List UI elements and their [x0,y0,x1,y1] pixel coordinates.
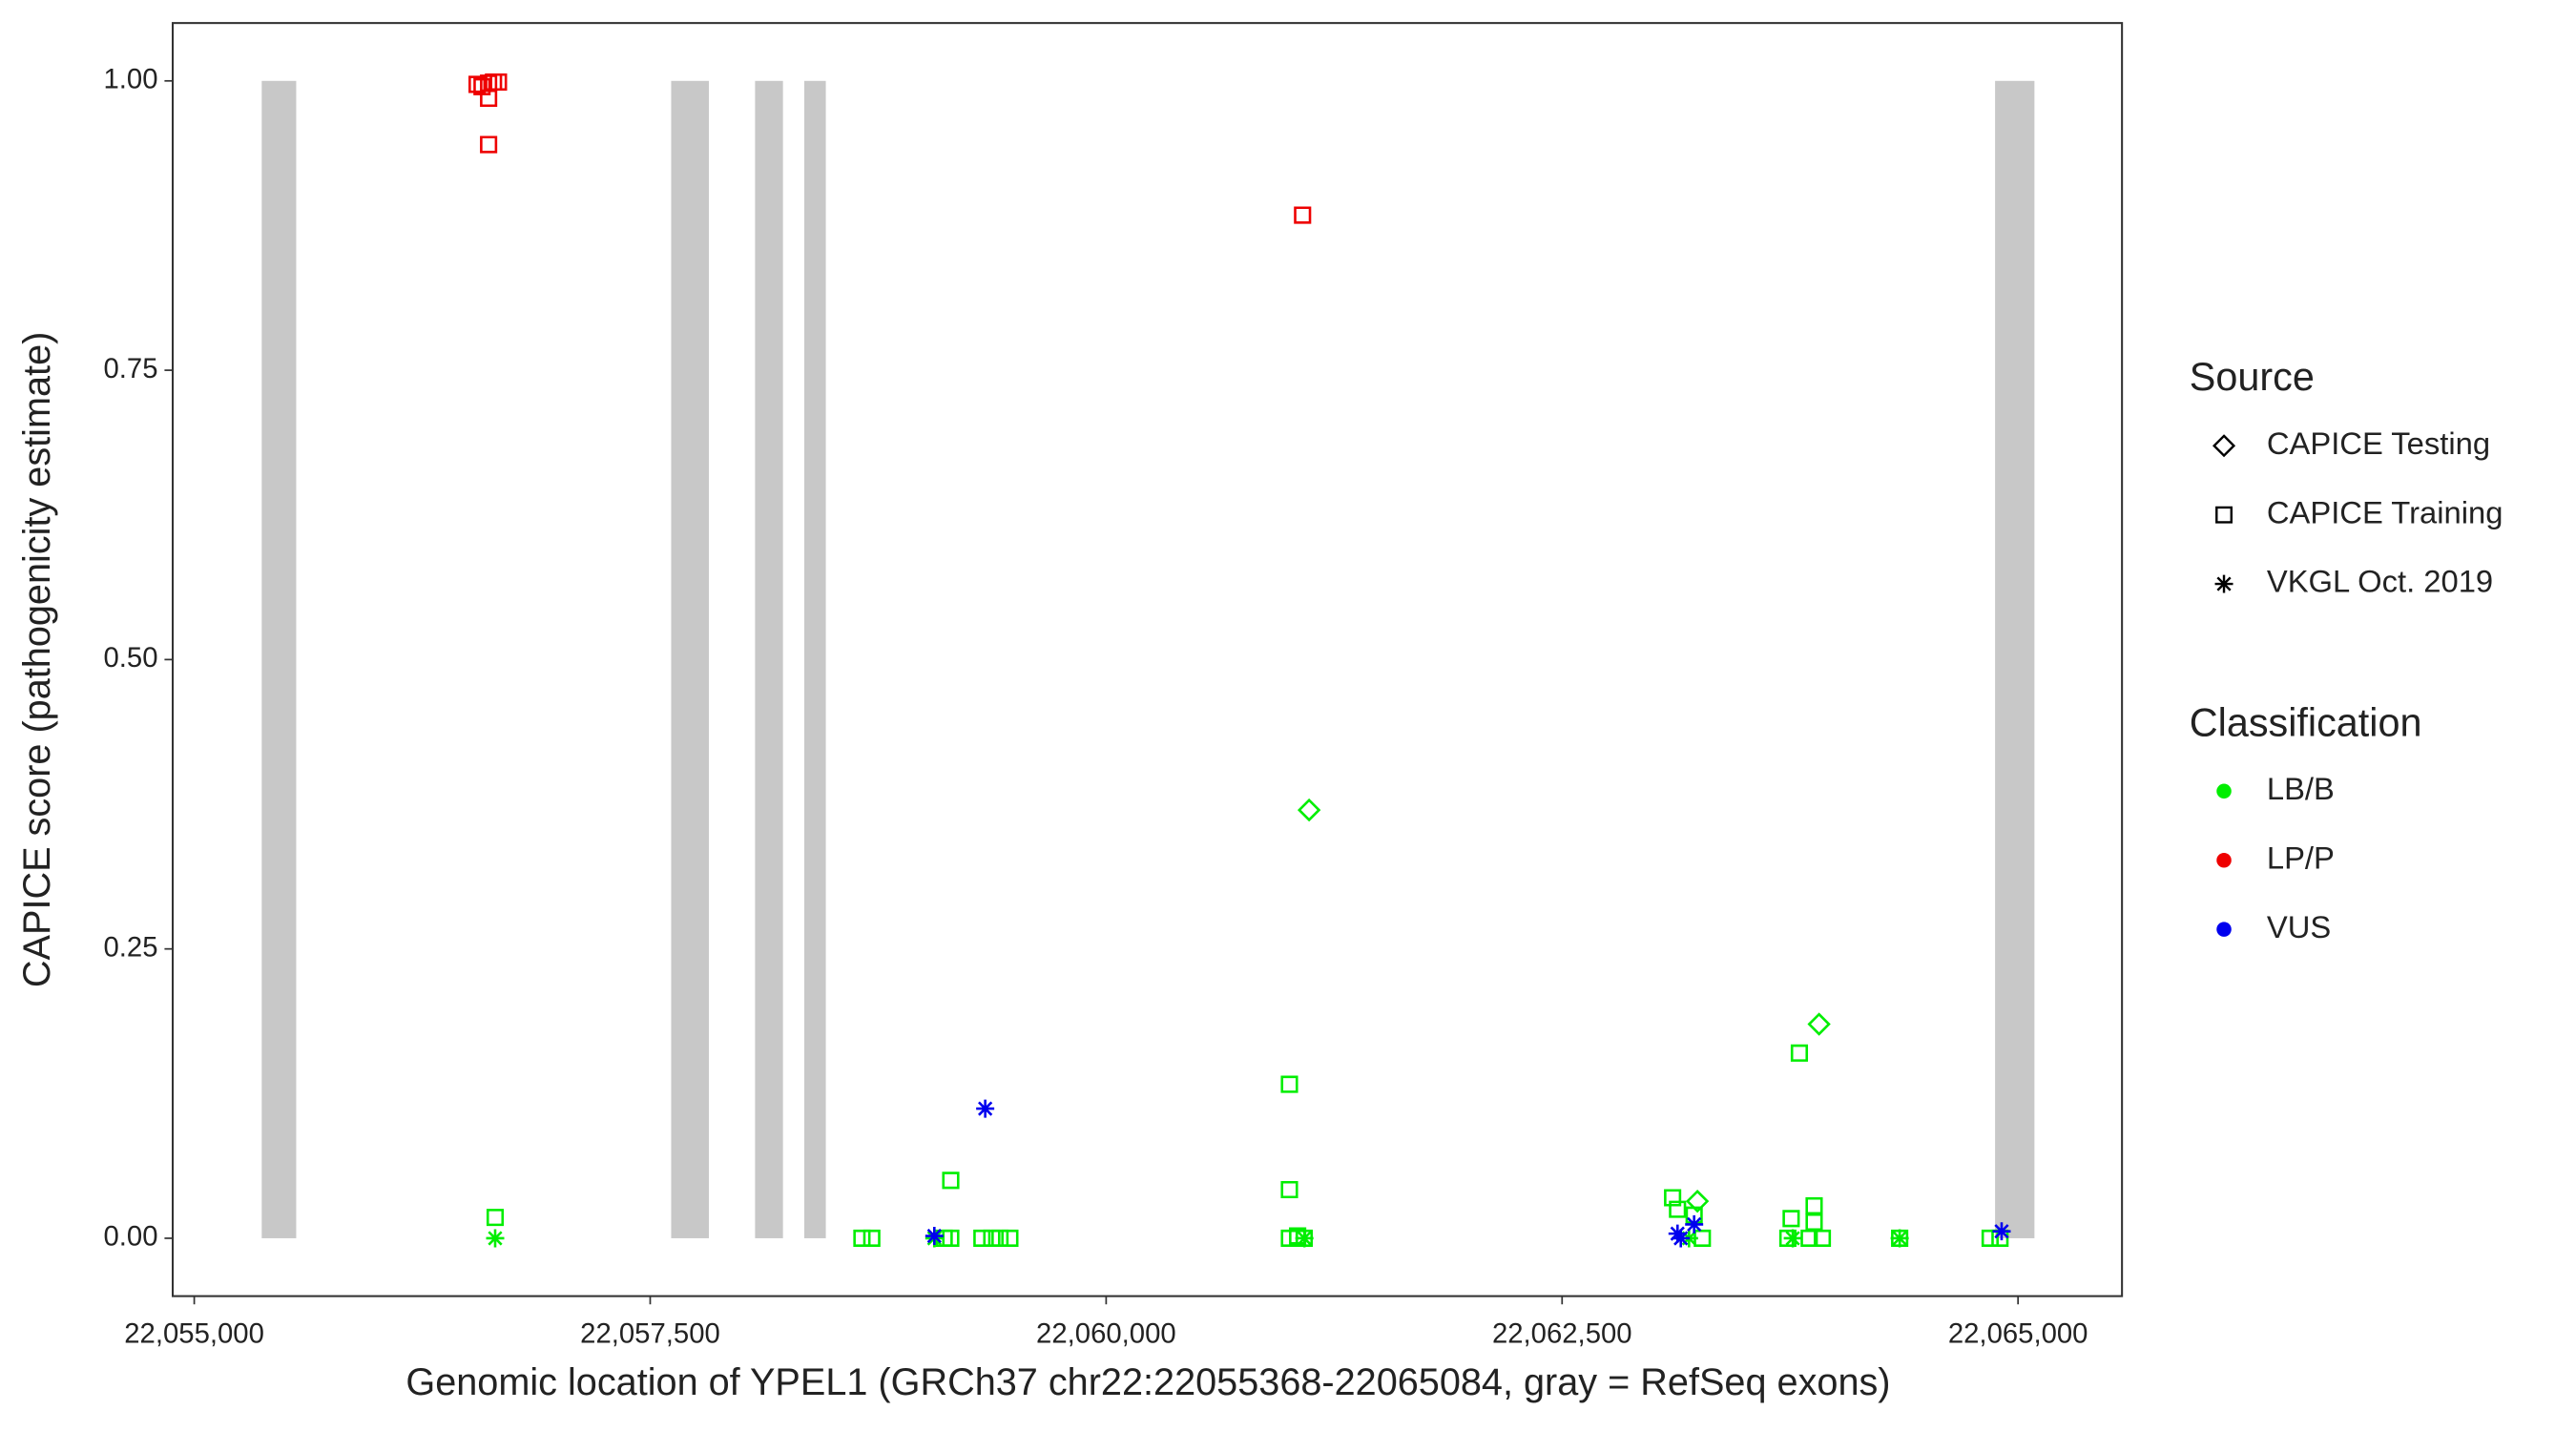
point [1294,206,1312,224]
point [486,1209,505,1227]
point [473,77,491,95]
exon [671,80,710,1238]
y-axis-title: CAPICE score (pathogenicity estimate) [16,332,58,987]
legend-label: VKGL Oct. 2019 [2267,564,2493,599]
legend-label: VUS [2267,909,2331,944]
x-tick-label: 22,065,000 [1948,1318,2088,1350]
point [1814,1229,1832,1248]
point [1778,1229,1797,1248]
point [924,1227,944,1246]
point [1782,1210,1800,1228]
y-tick-label: 1.00 [103,64,157,95]
y-tick-label: 0.50 [103,642,157,674]
exon [1995,80,2035,1238]
point [976,1099,995,1118]
point [1891,1229,1909,1248]
point [1280,1180,1298,1199]
point [1693,1229,1712,1248]
exon [804,80,826,1238]
y-tick-label: 0.75 [103,353,157,384]
point [1790,1044,1809,1062]
legend-symbol [2216,922,2232,937]
legend-symbol [2212,434,2236,458]
point [1685,1214,1704,1234]
point [1685,1189,1710,1213]
point [1001,1229,1019,1248]
legend-symbol [2216,783,2232,799]
point [1807,1012,1831,1036]
x-tick-label: 22,057,500 [580,1318,720,1350]
point [1992,1222,2011,1241]
legend-symbol [2215,506,2233,524]
x-tick-label: 22,062,500 [1492,1318,1632,1350]
point [1685,1206,1703,1224]
point [942,1229,960,1248]
legend-label: CAPICE Training [2267,494,2503,529]
point [480,135,498,154]
point [973,1229,991,1248]
exon [755,80,783,1238]
point [1295,1229,1314,1248]
point [1280,1075,1298,1093]
point [1664,1189,1682,1207]
legend-label: LB/B [2267,771,2335,806]
point [1672,1229,1691,1248]
x-tick-label: 22,060,000 [1036,1318,1176,1350]
point [942,1172,960,1190]
point [1295,1229,1314,1248]
point [1783,1229,1802,1248]
exon [261,80,297,1238]
point [486,1229,505,1248]
legend-symbol [2216,852,2232,868]
legend-title: Classification [2190,700,2422,744]
point [862,1229,881,1248]
legend-symbol [2214,574,2233,593]
point [1805,1196,1823,1215]
x-axis-title: Genomic location of YPEL1 (GRCh37 chr22:… [405,1361,1890,1403]
y-tick-label: 0.25 [103,931,157,963]
point [489,73,508,92]
point [1297,798,1321,822]
point [853,1229,871,1248]
x-tick-label: 22,055,000 [124,1318,264,1350]
legend-label: CAPICE Testing [2267,425,2490,461]
legend-label: LP/P [2267,840,2335,875]
point [1890,1229,1909,1248]
point [480,89,498,108]
point [1669,1200,1687,1218]
plot-border [172,22,2124,1297]
y-tick-label: 0.00 [103,1221,157,1253]
point [1805,1213,1823,1232]
legend-title: Source [2190,355,2315,399]
